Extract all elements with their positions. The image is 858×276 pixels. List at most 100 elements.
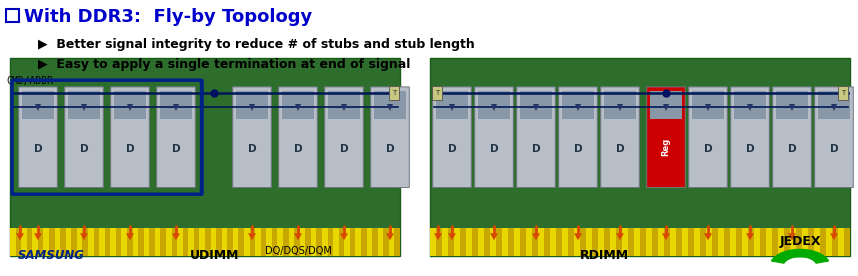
Bar bbox=[311, 228, 317, 256]
Text: D: D bbox=[490, 144, 498, 154]
Bar bbox=[38, 228, 44, 256]
FancyBboxPatch shape bbox=[324, 87, 363, 187]
Bar bbox=[796, 228, 802, 256]
Text: D: D bbox=[704, 144, 712, 154]
Polygon shape bbox=[295, 104, 301, 111]
Bar bbox=[317, 228, 322, 256]
Bar bbox=[736, 228, 742, 256]
Bar bbox=[216, 228, 221, 256]
Bar bbox=[355, 228, 361, 256]
Polygon shape bbox=[491, 104, 497, 111]
FancyBboxPatch shape bbox=[731, 87, 770, 187]
Bar bbox=[604, 91, 637, 119]
Bar bbox=[502, 228, 508, 256]
Polygon shape bbox=[127, 104, 133, 111]
FancyBboxPatch shape bbox=[64, 87, 103, 187]
Bar bbox=[261, 228, 266, 256]
Bar bbox=[466, 228, 472, 256]
Bar bbox=[322, 228, 328, 256]
Bar bbox=[294, 228, 299, 256]
Bar bbox=[844, 228, 850, 256]
Bar bbox=[692, 91, 724, 119]
Bar bbox=[374, 91, 407, 119]
Bar bbox=[55, 228, 60, 256]
Polygon shape bbox=[532, 233, 540, 240]
Bar bbox=[21, 91, 54, 119]
Bar bbox=[742, 228, 748, 256]
Bar bbox=[188, 228, 194, 256]
Polygon shape bbox=[746, 233, 754, 240]
Polygon shape bbox=[248, 233, 256, 240]
FancyBboxPatch shape bbox=[19, 87, 57, 187]
Bar bbox=[556, 228, 562, 256]
Bar bbox=[484, 228, 490, 256]
Bar bbox=[236, 91, 269, 119]
Bar bbox=[802, 228, 808, 256]
Bar bbox=[6, 9, 19, 22]
Bar bbox=[622, 228, 628, 256]
Bar bbox=[239, 228, 244, 256]
FancyBboxPatch shape bbox=[233, 87, 271, 187]
Text: D: D bbox=[172, 144, 180, 154]
Bar bbox=[826, 228, 832, 256]
FancyBboxPatch shape bbox=[601, 87, 639, 187]
Bar bbox=[361, 228, 366, 256]
Bar bbox=[838, 228, 844, 256]
FancyBboxPatch shape bbox=[474, 87, 513, 187]
Text: ▶  Easy to apply a single termination at end of signal: ▶ Easy to apply a single termination at … bbox=[38, 58, 410, 71]
Text: D: D bbox=[830, 144, 838, 154]
Bar bbox=[339, 228, 344, 256]
Bar bbox=[568, 228, 574, 256]
Bar bbox=[160, 228, 166, 256]
Bar bbox=[244, 228, 250, 256]
Bar bbox=[372, 228, 378, 256]
Bar bbox=[233, 228, 239, 256]
Bar bbox=[15, 228, 21, 256]
Bar bbox=[478, 91, 511, 119]
Bar bbox=[10, 58, 400, 256]
Bar bbox=[221, 228, 227, 256]
Bar bbox=[49, 228, 55, 256]
Polygon shape bbox=[340, 233, 348, 240]
Text: T: T bbox=[392, 90, 396, 96]
Polygon shape bbox=[617, 104, 623, 111]
Bar bbox=[838, 86, 848, 100]
Bar bbox=[646, 228, 652, 256]
Bar bbox=[760, 228, 766, 256]
Bar bbox=[21, 228, 27, 256]
FancyBboxPatch shape bbox=[517, 87, 555, 187]
Bar bbox=[604, 228, 610, 256]
FancyBboxPatch shape bbox=[432, 87, 471, 187]
Bar bbox=[172, 228, 177, 256]
Bar bbox=[395, 228, 400, 256]
Bar bbox=[490, 228, 496, 256]
Bar bbox=[82, 228, 88, 256]
Bar bbox=[227, 228, 233, 256]
Text: T: T bbox=[435, 90, 439, 96]
Text: DQ/DQS/DQM: DQ/DQS/DQM bbox=[265, 246, 332, 256]
Bar bbox=[664, 228, 670, 256]
Polygon shape bbox=[831, 104, 837, 111]
Polygon shape bbox=[789, 104, 795, 111]
Bar bbox=[734, 91, 766, 119]
Polygon shape bbox=[341, 104, 347, 111]
Polygon shape bbox=[448, 233, 456, 240]
FancyBboxPatch shape bbox=[773, 87, 812, 187]
Polygon shape bbox=[81, 104, 87, 111]
Bar bbox=[299, 228, 305, 256]
Bar bbox=[71, 228, 77, 256]
Polygon shape bbox=[387, 104, 393, 111]
Bar bbox=[133, 228, 138, 256]
Bar bbox=[430, 58, 850, 256]
Polygon shape bbox=[574, 233, 582, 240]
Bar bbox=[166, 228, 172, 256]
Bar bbox=[127, 228, 133, 256]
FancyBboxPatch shape bbox=[647, 87, 686, 187]
Bar bbox=[658, 228, 664, 256]
Bar bbox=[682, 228, 688, 256]
Text: RDIMM: RDIMM bbox=[580, 249, 629, 262]
Bar bbox=[77, 228, 82, 256]
Bar bbox=[460, 228, 466, 256]
Text: D: D bbox=[293, 144, 302, 154]
Bar bbox=[526, 228, 532, 256]
